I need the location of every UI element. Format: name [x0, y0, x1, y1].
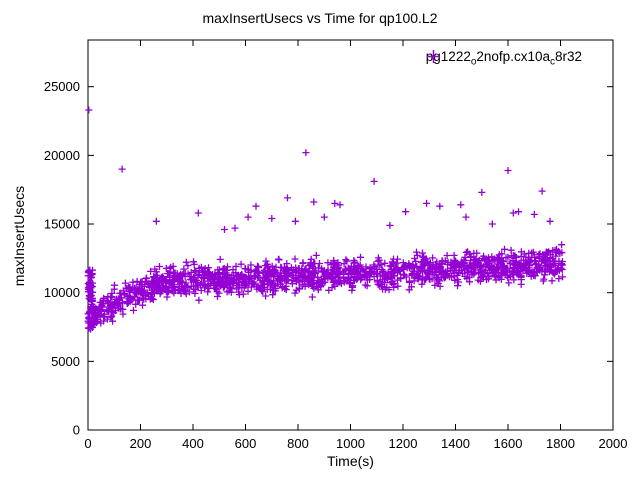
y-tick-label: 0 — [73, 423, 80, 438]
y-tick-label: 25000 — [44, 79, 80, 94]
y-tick-label: 5000 — [51, 354, 80, 369]
x-tick-label: 1600 — [494, 436, 523, 451]
legend-entry: pg1222o2nofp.cx10ac8r32 — [426, 49, 582, 68]
x-axis-label: Time(s) — [327, 453, 374, 469]
x-tick-label: 800 — [287, 436, 309, 451]
x-tick-label: 1000 — [336, 436, 365, 451]
x-tick-label: 1800 — [546, 436, 575, 451]
y-tick-label: 10000 — [44, 285, 80, 300]
y-tick-label: 15000 — [44, 217, 80, 232]
x-tick-label: 600 — [235, 436, 257, 451]
plot-border — [87, 39, 614, 431]
legend-marker-icon — [426, 50, 440, 63]
scatter-points — [84, 106, 566, 333]
y-tick-label: 20000 — [44, 148, 80, 163]
x-tick-label: 1400 — [441, 436, 470, 451]
x-tick-label: 0 — [84, 436, 91, 451]
x-tick-label: 400 — [182, 436, 204, 451]
x-tick-label: 1200 — [389, 436, 418, 451]
x-tick-label: 200 — [130, 436, 152, 451]
chart-title: maxInsertUsecs vs Time for qp100.L2 — [202, 10, 438, 26]
x-tick-label: 2000 — [599, 436, 628, 451]
legend-label: pg1222o2nofp.cx10ac8r32 — [425, 49, 582, 68]
